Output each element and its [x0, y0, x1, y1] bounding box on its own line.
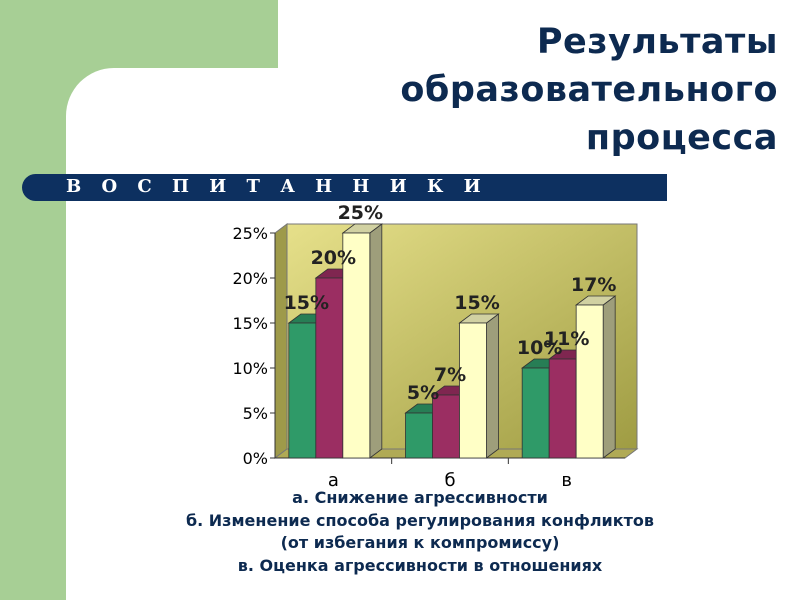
y-tick-label: 0% [243, 449, 268, 468]
bar-front-face [315, 277, 344, 459]
x-tick-label: а [328, 470, 339, 491]
bar-front-face [288, 322, 317, 459]
bar-data-label: 15% [284, 292, 329, 314]
bar-front-face [521, 367, 550, 459]
bar-side-face [369, 223, 383, 459]
bar-data-label: 10% [517, 337, 562, 359]
bar-front-face [342, 232, 371, 459]
x-tick-label: в [561, 470, 572, 491]
y-tick-label: 5% [243, 404, 268, 423]
slide-title: Результаты образовательного процесса [278, 18, 778, 162]
bar [574, 295, 617, 459]
top-decor-band [0, 0, 278, 68]
y-tick-label: 20% [232, 269, 268, 288]
legend-line-b-note: (от избегания к компромиссу) [280, 533, 560, 552]
plot-side-wall [274, 223, 288, 459]
bar [458, 313, 500, 459]
bar-front-face [459, 322, 487, 459]
bar-front-face [405, 412, 433, 459]
bar-data-label: 25% [338, 202, 383, 224]
bar-data-label: 20% [311, 247, 356, 269]
y-tick-label: 15% [232, 314, 268, 333]
x-tick-label: б [444, 470, 455, 491]
bar-data-label: 5% [407, 382, 439, 404]
section-banner: В О С П И Т А Н Н И К И [22, 174, 667, 201]
bar-front-face [548, 358, 577, 459]
title-line-1: Результаты [536, 22, 778, 62]
bar-front-face [575, 304, 604, 459]
bar-data-label: 17% [571, 274, 616, 296]
legend-line-a: а. Снижение агрессивности [292, 488, 548, 507]
y-tick-label: 10% [232, 359, 268, 378]
category-legend: а. Снижение агрессивности б. Изменение с… [120, 487, 720, 577]
bar-front-face [432, 394, 460, 459]
bar-data-label: 7% [434, 364, 466, 386]
legend-line-c: в. Оценка агрессивности в отношениях [237, 555, 603, 575]
bar [341, 223, 384, 459]
bar-data-label: 11% [544, 328, 589, 350]
title-line-3: процесса [585, 118, 778, 158]
bar-data-label: 15% [454, 292, 499, 314]
bar-side-face [486, 313, 499, 459]
top-white-area [278, 0, 800, 68]
y-tick-label: 25% [232, 224, 268, 243]
title-line-2: образовательного [400, 70, 778, 110]
legend-line-b: б. Изменение способа регулирования конфл… [185, 510, 655, 530]
bar-side-face [602, 295, 616, 459]
banner-text: В О С П И Т А Н Н И К И [66, 176, 488, 197]
